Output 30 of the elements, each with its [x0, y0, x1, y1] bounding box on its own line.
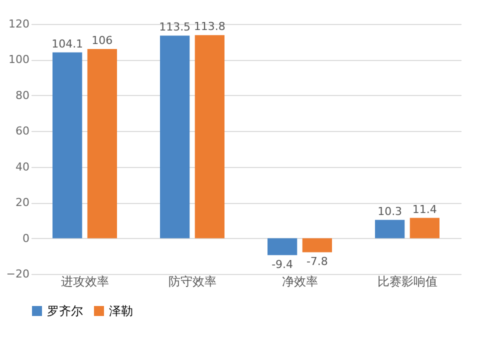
x-tick-label: 净效率: [282, 274, 318, 288]
data-label: 104.1: [52, 37, 84, 50]
x-tick-label: 防守效率: [168, 274, 216, 288]
bar: [194, 35, 224, 238]
data-label: 113.8: [194, 20, 226, 34]
y-tick-label: 0: [22, 232, 30, 245]
y-tick-label: 100: [8, 53, 30, 66]
bar: [87, 49, 117, 238]
bar: [410, 218, 440, 238]
legend-label: 罗齐尔: [47, 304, 83, 318]
legend-label: 泽勒: [109, 304, 133, 318]
x-tick-label: 比赛影响值: [377, 274, 438, 288]
data-label: 11.4: [412, 202, 437, 216]
bar: [268, 238, 298, 256]
data-label: -9.4: [272, 258, 294, 272]
y-tick-label: 80: [16, 88, 30, 102]
bar: [302, 238, 332, 252]
x-tick-label: 进攻效率: [60, 274, 109, 288]
y-tick-label: 120: [8, 18, 30, 30]
data-label: -7.8: [306, 255, 328, 268]
data-label: 113.5: [159, 20, 191, 34]
bar: [375, 220, 405, 238]
y-tick-label: 60: [16, 124, 30, 138]
y-tick-label: −20: [6, 268, 30, 280]
data-label: 10.3: [378, 204, 402, 218]
data-label: 106: [92, 34, 113, 47]
y-tick-label: 40: [16, 160, 30, 174]
bar: [160, 36, 190, 238]
bar: [52, 52, 82, 238]
y-tick-label: 20: [16, 196, 30, 210]
